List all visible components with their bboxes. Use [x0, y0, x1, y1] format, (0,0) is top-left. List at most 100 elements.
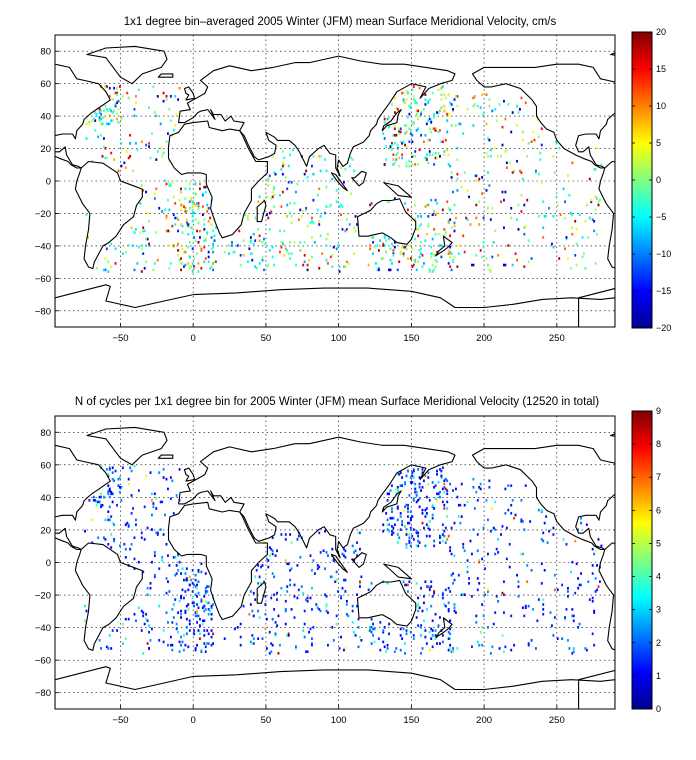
bin-cell [447, 648, 450, 652]
bin-cell [399, 627, 402, 631]
bin-cell [395, 492, 398, 496]
y-tick-label: −20 [35, 591, 51, 602]
bin-cell [267, 216, 270, 220]
colorbar-tick-label: −5 [656, 212, 666, 222]
bin-cell [453, 609, 456, 613]
bin-cell [153, 492, 156, 496]
bin-cell [584, 647, 587, 650]
bin-cell [124, 166, 127, 169]
bin-cell [236, 244, 239, 247]
bin-cell [529, 520, 532, 523]
bin-cell [425, 513, 428, 517]
bin-cell [357, 531, 360, 535]
bin-cell [382, 630, 385, 634]
bin-cell [404, 132, 406, 135]
bin-cell [391, 529, 393, 533]
bin-cell [271, 245, 274, 249]
bin-cell [191, 270, 194, 273]
bin-cell [427, 203, 430, 207]
bin-cell [447, 249, 450, 252]
bin-cell [129, 133, 132, 137]
bin-cell [421, 468, 424, 471]
bin-cell [408, 140, 411, 144]
bin-cell [335, 622, 338, 626]
bin-cell [207, 250, 210, 254]
bin-cell [537, 135, 540, 139]
bin-cell [591, 596, 594, 600]
bin-cell [441, 591, 444, 595]
bin-cell [194, 239, 197, 242]
bin-cell [319, 215, 322, 218]
bin-cell [162, 533, 165, 536]
bin-cell [391, 143, 393, 147]
coastline [356, 198, 417, 245]
bin-cell [191, 596, 194, 600]
bin-cell [284, 622, 287, 626]
bin-cell [455, 216, 457, 220]
bin-cell [418, 86, 421, 90]
bin-cell [156, 531, 159, 535]
bin-cell [433, 163, 436, 166]
bin-cell [108, 634, 111, 637]
bin-cell [265, 617, 268, 621]
bin-cell [204, 591, 207, 595]
colorbar-tick-label: 8 [656, 439, 661, 449]
bin-cell [434, 232, 437, 236]
bin-cell [417, 228, 420, 231]
bin-cell [430, 637, 433, 640]
bin-cell [261, 241, 264, 244]
bin-cell [174, 124, 177, 127]
bin-cell [181, 231, 184, 234]
bin-cell [213, 234, 216, 238]
bin-cell [424, 515, 427, 518]
bin-cell [411, 133, 414, 137]
bin-cell [293, 616, 296, 619]
bin-cell [203, 228, 206, 231]
bin-cell [194, 192, 197, 195]
bin-cell [117, 484, 120, 487]
bin-cell [561, 583, 564, 587]
bin-cell [184, 187, 187, 191]
bin-cell [443, 150, 446, 153]
bin-cell [142, 226, 145, 230]
bin-cell [514, 252, 517, 255]
bin-cell [281, 161, 284, 165]
bin-cell [187, 232, 190, 236]
bin-cell [251, 252, 254, 255]
bin-cell [172, 195, 175, 199]
bin-cell [382, 529, 385, 533]
x-tick-label: 200 [476, 333, 492, 344]
bin-cell [187, 588, 190, 592]
bin-cell [196, 595, 198, 598]
bin-cell [398, 164, 401, 168]
bin-cell [204, 572, 207, 575]
bin-cell [135, 101, 137, 105]
bin-cell [428, 98, 431, 101]
bin-cell [491, 255, 494, 259]
bin-cell [197, 262, 200, 265]
bin-cell [417, 117, 420, 121]
bin-cell [305, 169, 308, 173]
bin-cell [501, 591, 504, 595]
bin-cell [574, 254, 577, 257]
colorbar-tick-label: 5 [656, 138, 661, 148]
bin-cell [210, 606, 213, 610]
bin-cell [412, 634, 415, 637]
bin-cell [431, 629, 434, 632]
bin-cell [248, 247, 251, 251]
bin-cell [354, 549, 357, 553]
bin-cell [165, 140, 168, 144]
bin-cell [98, 108, 101, 111]
bin-cell [408, 536, 411, 540]
bin-cell [162, 468, 165, 471]
bin-cell [267, 263, 270, 267]
bin-cell [488, 138, 491, 142]
bin-cell [261, 255, 264, 259]
bin-cell [430, 252, 433, 255]
bin-cell [577, 528, 580, 531]
bin-cell [412, 95, 415, 98]
bin-cell [356, 541, 358, 544]
velocity-map-x-ticks: −50 0 50 100 150 200 250 [112, 323, 565, 344]
bin-cell [434, 497, 437, 500]
bin-cell [207, 219, 210, 223]
